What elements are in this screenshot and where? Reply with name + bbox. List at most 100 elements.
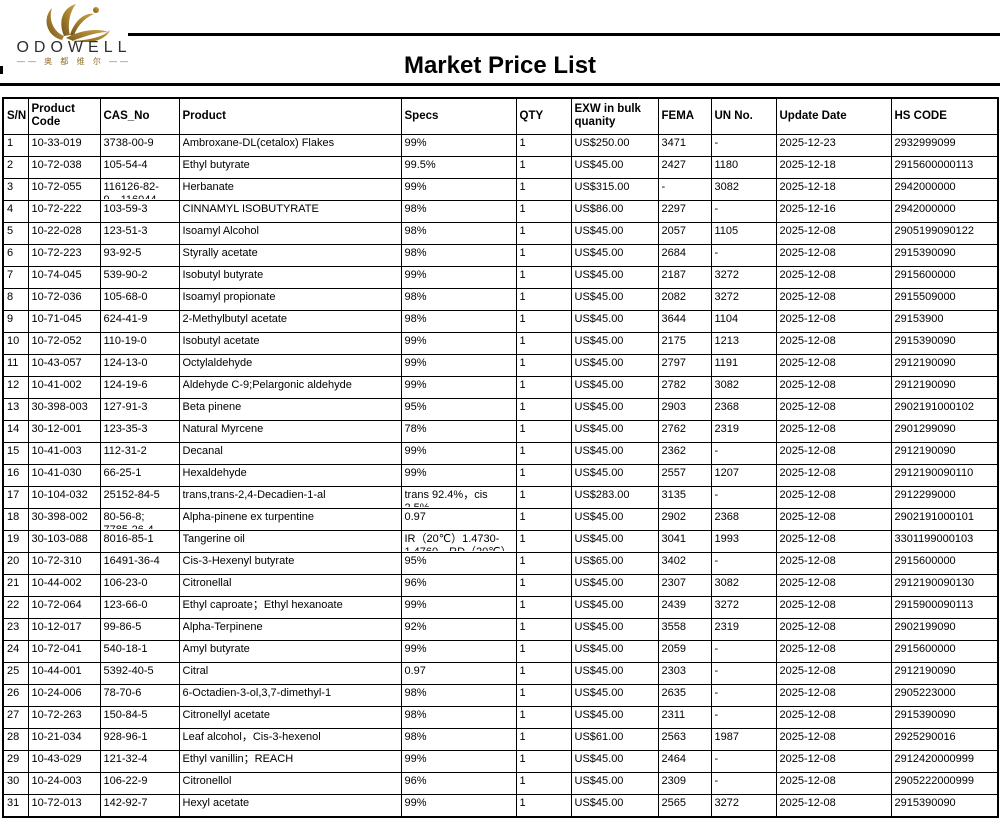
table-cell: 3272 — [710, 595, 777, 619]
table-cell: US$45.00 — [570, 573, 659, 597]
table-row: 27 10-72-263 150-84-5 Citronellyl acetate 98… — [2, 705, 999, 729]
table-cell: 1 — [515, 705, 572, 729]
table-cell: Citronellol — [178, 771, 402, 795]
table-row: 5 10-22-028 123-51-3 Isoamyl Alcohol 98% 1 US$… — [2, 221, 999, 245]
left-edge-mark — [0, 66, 3, 74]
table-cell: 99% — [400, 793, 517, 817]
table-cell: US$45.00 — [570, 463, 659, 487]
table-cell: 10-72-064 — [27, 595, 101, 619]
table-cell: 2797 — [657, 353, 712, 377]
table-cell: Isobutyl butyrate — [178, 265, 402, 289]
table-cell: 2905199090122 — [890, 221, 999, 245]
table-cell: 2905222000999 — [890, 771, 999, 795]
table-cell: 540-18-1 — [99, 639, 180, 663]
table-cell: US$45.00 — [570, 661, 659, 685]
table-cell: Citral — [178, 661, 402, 685]
table-row: 11 10-43-057 124-13-0 Octylaldehyde 99% 1 US$4… — [2, 353, 999, 377]
table-cell: 3 — [2, 177, 29, 201]
column-header: Update Date — [775, 97, 892, 135]
table-cell: Isoamyl Alcohol — [178, 221, 402, 245]
table-cell: 30-103-088 — [27, 529, 101, 553]
table-cell: US$45.00 — [570, 265, 659, 289]
table-cell: 2762 — [657, 419, 712, 443]
table-cell: 12 — [2, 375, 29, 399]
table-cell: 13 — [2, 397, 29, 421]
table-cell: 127-91-3 — [99, 397, 180, 421]
brand-name: ODOWELL — [16, 39, 132, 56]
table-cell: Citronellal — [178, 573, 402, 597]
table-cell: US$45.00 — [570, 705, 659, 729]
table-cell: 2563 — [657, 727, 712, 751]
table-row: 13 30-398-003 127-91-3 Beta pinene 95% 1 US$45… — [2, 397, 999, 421]
table-cell: 99% — [400, 265, 517, 289]
table-cell: US$45.00 — [570, 419, 659, 443]
table-cell: 1104 — [710, 309, 777, 333]
table-cell: 106-22-9 — [99, 771, 180, 795]
table-cell: Citronellyl acetate — [178, 705, 402, 729]
top-divider-line — [128, 33, 1000, 36]
table-cell: 2025-12-08 — [775, 617, 892, 641]
table-cell: 99% — [400, 749, 517, 773]
table-cell: US$45.00 — [570, 683, 659, 707]
table-cell: 105-54-4 — [99, 155, 180, 179]
table-cell: 3272 — [710, 287, 777, 311]
table-cell: 1191 — [710, 353, 777, 377]
table-cell: 80-56-8; 7785-26-4 — [99, 507, 180, 531]
table-cell: 110-19-0 — [99, 331, 180, 355]
table-cell: 20 — [2, 551, 29, 575]
table-cell: 4 — [2, 199, 29, 223]
table-cell: 2915600000 — [890, 551, 999, 575]
table-row: 6 10-72-223 93-92-5 Styrally acetate 98% 1 US$… — [2, 243, 999, 267]
table-cell: 1 — [515, 419, 572, 443]
column-header: FEMA — [657, 97, 712, 135]
table-cell: 2439 — [657, 595, 712, 619]
table-cell: 7 — [2, 265, 29, 289]
table-cell: 10-43-057 — [27, 353, 101, 377]
table-cell: 1180 — [710, 155, 777, 179]
table-cell: 10-33-019 — [27, 133, 101, 157]
table-cell: - — [710, 661, 777, 685]
table-cell: 123-66-0 — [99, 595, 180, 619]
table-cell: 22 — [2, 595, 29, 619]
table-cell: 150-84-5 — [99, 705, 180, 729]
table-cell: 1 — [515, 133, 572, 157]
table-cell: 142-92-7 — [99, 793, 180, 817]
table-row: 28 10-21-034 928-96-1 Leaf alcohol，Cis-3-he… — [2, 727, 999, 751]
column-header: EXW in bulk quanity — [570, 97, 659, 135]
table-cell: 2025-12-08 — [775, 639, 892, 663]
table-cell: 3471 — [657, 133, 712, 157]
table-cell: US$45.00 — [570, 749, 659, 773]
table-cell: 29153900 — [890, 309, 999, 333]
page-title: Market Price List — [403, 52, 597, 79]
table-cell: Hexyl acetate — [178, 793, 402, 817]
table-cell: 2319 — [710, 617, 777, 641]
column-header: S/N — [2, 97, 29, 135]
table-cell: Styrally acetate — [178, 243, 402, 267]
table-cell: Decanal — [178, 441, 402, 465]
table-cell: 99% — [400, 441, 517, 465]
table-cell: 928-96-1 — [99, 727, 180, 751]
table-cell: 2915390090 — [890, 243, 999, 267]
table-cell: 2187 — [657, 265, 712, 289]
table-cell: 2025-12-23 — [775, 133, 892, 157]
table-cell: Ethyl vanillin；REACH — [178, 749, 402, 773]
table-cell: 3644 — [657, 309, 712, 333]
column-header: Product Code — [27, 97, 101, 135]
table-cell: 1 — [515, 199, 572, 223]
table-cell: 29 — [2, 749, 29, 773]
table-cell: 10-24-006 — [27, 683, 101, 707]
table-cell: 1105 — [710, 221, 777, 245]
column-header: Product — [178, 97, 402, 135]
table-cell: 2635 — [657, 683, 712, 707]
table-cell: 24 — [2, 639, 29, 663]
table-cell: 1 — [2, 133, 29, 157]
table-cell: 1 — [515, 771, 572, 795]
table-cell: 2025-12-08 — [775, 441, 892, 465]
column-header: QTY — [515, 97, 572, 135]
table-cell: 2362 — [657, 441, 712, 465]
table-row: 8 10-72-036 105-68-0 Isoamyl propionate 98% 1… — [2, 287, 999, 311]
table-cell: 1 — [515, 309, 572, 333]
table-cell: 2025-12-08 — [775, 793, 892, 817]
table-cell: 1 — [515, 573, 572, 597]
table-cell: 1 — [515, 727, 572, 751]
